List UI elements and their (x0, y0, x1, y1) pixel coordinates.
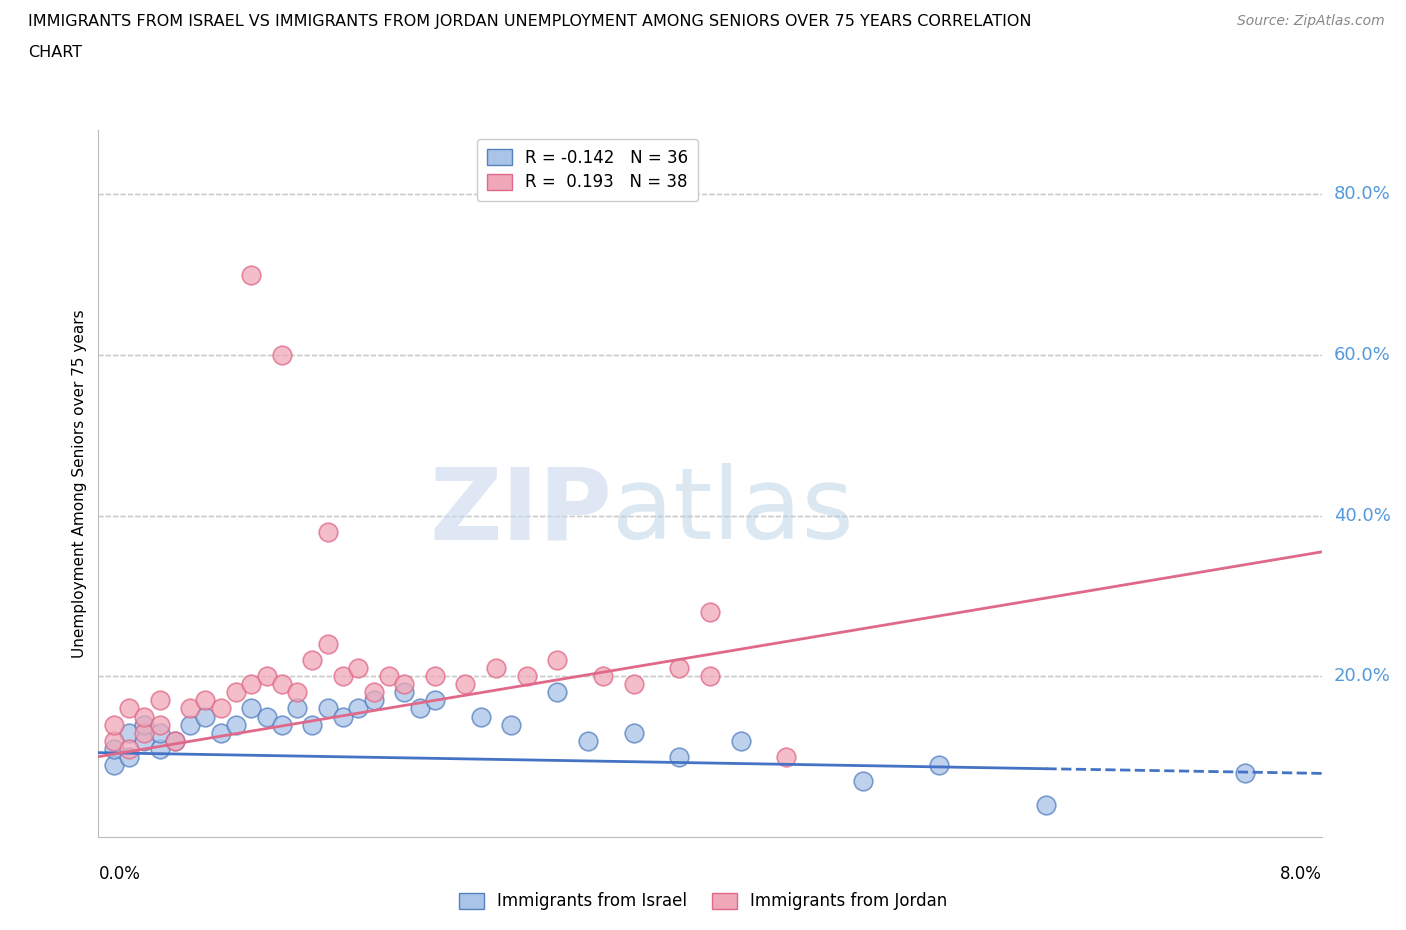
Point (301, 717, 323, 732)
Point (1035, 797, 1057, 812)
Point (516, 669, 538, 684)
Point (134, 725, 156, 740)
Point (240, 267, 263, 282)
Text: 40.0%: 40.0% (1334, 507, 1391, 525)
Point (118, 725, 141, 740)
Point (775, 750, 797, 764)
Point (485, 661, 508, 676)
Text: 60.0%: 60.0% (1334, 346, 1391, 364)
Point (149, 693, 172, 708)
Legend: Immigrants from Israel, Immigrants from Jordan: Immigrants from Israel, Immigrants from … (451, 885, 955, 917)
Legend: R = -0.142   N = 36, R =  0.193   N = 38: R = -0.142 N = 36, R = 0.193 N = 38 (477, 139, 699, 201)
Y-axis label: Unemployment Among Seniors over 75 years: Unemployment Among Seniors over 75 years (72, 310, 87, 658)
Point (285, 685, 308, 700)
Text: 0.0%: 0.0% (98, 865, 141, 884)
Point (668, 750, 690, 764)
Text: 80.0%: 80.0% (1334, 185, 1391, 204)
Point (103, 741, 125, 756)
Point (209, 701, 232, 716)
Point (347, 661, 370, 676)
Point (240, 677, 263, 692)
Point (316, 701, 339, 716)
Point (546, 685, 568, 700)
Point (423, 669, 446, 684)
Point (378, 669, 401, 684)
Point (149, 741, 172, 756)
Point (270, 677, 294, 692)
Point (103, 757, 125, 772)
Text: Source: ZipAtlas.com: Source: ZipAtlas.com (1237, 14, 1385, 28)
Point (392, 677, 416, 692)
Point (118, 750, 141, 764)
Point (118, 701, 141, 716)
Point (225, 717, 247, 732)
Point (470, 709, 492, 724)
Point (454, 677, 477, 692)
Point (1234, 765, 1257, 780)
Point (592, 669, 614, 684)
Point (316, 525, 339, 539)
Point (408, 701, 430, 716)
Point (332, 709, 354, 724)
Point (149, 725, 172, 740)
Text: ZIP: ZIP (429, 463, 612, 561)
Point (240, 701, 263, 716)
Text: CHART: CHART (28, 45, 82, 60)
Point (134, 709, 156, 724)
Text: atlas: atlas (612, 463, 853, 561)
Point (194, 709, 217, 724)
Point (668, 661, 690, 676)
Point (928, 757, 950, 772)
Text: IMMIGRANTS FROM ISRAEL VS IMMIGRANTS FROM JORDAN UNEMPLOYMENT AMONG SENIORS OVER: IMMIGRANTS FROM ISRAEL VS IMMIGRANTS FRO… (28, 14, 1032, 29)
Point (501, 717, 523, 732)
Point (347, 701, 370, 716)
Point (163, 733, 186, 748)
Point (118, 741, 141, 756)
Point (149, 717, 172, 732)
Point (730, 733, 752, 748)
Point (225, 685, 247, 700)
Point (546, 653, 568, 668)
Point (134, 717, 156, 732)
Point (285, 701, 308, 716)
Point (270, 348, 294, 363)
Point (423, 693, 446, 708)
Text: 8.0%: 8.0% (1279, 865, 1322, 884)
Point (363, 685, 385, 700)
Point (209, 725, 232, 740)
Point (332, 669, 354, 684)
Point (163, 733, 186, 748)
Point (179, 717, 201, 732)
Point (270, 717, 294, 732)
Point (316, 637, 339, 652)
Point (699, 604, 721, 619)
Point (576, 733, 599, 748)
Point (852, 774, 875, 789)
Point (699, 669, 721, 684)
Point (103, 733, 125, 748)
Point (301, 653, 323, 668)
Point (256, 669, 278, 684)
Point (363, 693, 385, 708)
Point (194, 693, 217, 708)
Point (623, 725, 645, 740)
Point (179, 701, 201, 716)
Text: 20.0%: 20.0% (1334, 668, 1391, 685)
Point (103, 717, 125, 732)
Point (623, 677, 645, 692)
Point (134, 733, 156, 748)
Point (256, 709, 278, 724)
Point (392, 685, 416, 700)
